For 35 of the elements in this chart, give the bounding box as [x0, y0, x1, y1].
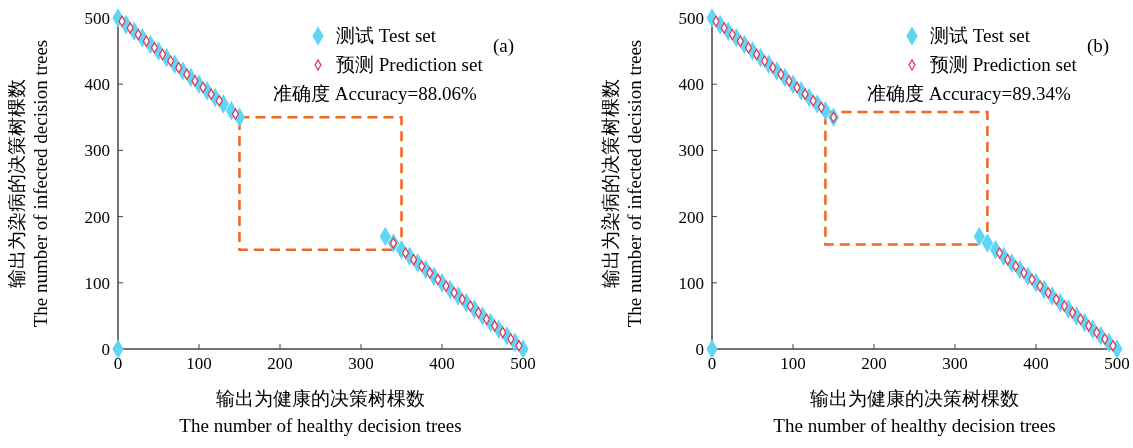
- y-tick-label: 200: [678, 207, 704, 227]
- legend-label: 测试 Test set: [930, 25, 1031, 46]
- x-tick-label: 300: [348, 354, 374, 373]
- x-tick-label: 500: [510, 354, 536, 373]
- x-tick-label: 400: [1023, 354, 1049, 373]
- x-tick-label: 0: [113, 354, 123, 373]
- y-tick-label: 0: [695, 340, 704, 359]
- annotation: (b): [1087, 35, 1110, 57]
- x-tick-label: 200: [861, 354, 887, 373]
- x-axis-title: 输出为健康的决策树棵数 The number of healthy decision trees: [773, 388, 1056, 436]
- x-tick-label: 100: [780, 354, 806, 373]
- annotation: (a): [493, 35, 515, 57]
- legend-label: 预测 Prediction set: [336, 54, 484, 75]
- annotation: 准确度 Accuracy=88.06%: [273, 83, 477, 104]
- y-tick-label: 500: [678, 9, 704, 28]
- x-axis-title: 输出为健康的决策树棵数 The number of healthy decision trees: [179, 388, 462, 436]
- y-tick-label: 300: [678, 141, 704, 161]
- x-tick-label: 100: [186, 354, 212, 373]
- x-tick-label: 300: [942, 354, 968, 373]
- x-tick-label: 0: [707, 354, 717, 373]
- y-tick-label: 0: [101, 340, 110, 359]
- y-tick-label: 400: [678, 75, 704, 95]
- x-tick-label: 500: [1104, 354, 1130, 373]
- y-tick-label: 300: [84, 141, 110, 161]
- y-tick-label: 200: [84, 207, 110, 227]
- y-axis-title: 输出为染病的决策树棵数 The number of infected decision trees: [600, 39, 645, 328]
- annotation: 准确度 Accuracy=89.34%: [867, 83, 1071, 104]
- y-tick-label: 100: [678, 273, 704, 293]
- legend-label: 测试 Test set: [336, 25, 437, 46]
- x-tick-label: 200: [267, 354, 293, 373]
- y-tick-label: 400: [84, 75, 110, 95]
- y-tick-label: 100: [84, 273, 110, 293]
- x-tick-label: 400: [429, 354, 455, 373]
- legend-label: 预测 Prediction set: [930, 54, 1078, 75]
- y-tick-label: 500: [84, 9, 110, 28]
